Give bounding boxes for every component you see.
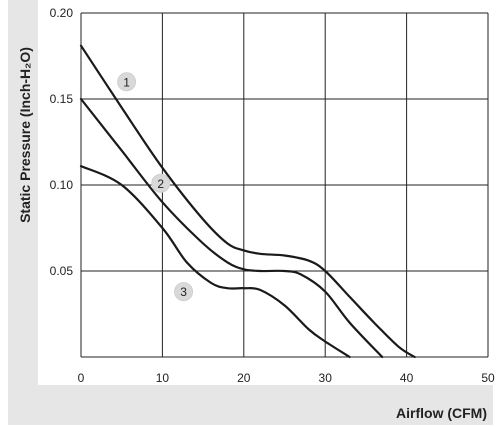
curve-label-circle-2 <box>151 173 171 193</box>
x-tick-label-50: 50 <box>481 371 495 385</box>
x-tick-label-10: 10 <box>156 371 170 385</box>
curve-label-circle-3 <box>174 282 194 302</box>
curve-2 <box>79 97 384 359</box>
y-tick-label-0.05: 0.05 <box>50 264 74 278</box>
x-tick-label-20: 20 <box>237 371 251 385</box>
chart-frame <box>8 0 493 425</box>
x-tick-label-40: 40 <box>400 371 414 385</box>
y-tick-label-0.20: 0.20 <box>50 6 74 20</box>
x-tick-label-0: 0 <box>78 371 85 385</box>
curve-label-1: 1 <box>117 72 137 92</box>
curve-1 <box>79 44 416 359</box>
curve-label-2: 2 <box>151 173 171 193</box>
curve-label-text-3: 3 <box>180 285 187 299</box>
y-tick-label-0.15: 0.15 <box>50 92 74 106</box>
curve-label-3: 3 <box>174 282 194 302</box>
curve-label-text-2: 2 <box>157 177 164 191</box>
curve-label-circle-1 <box>117 72 137 92</box>
y-tick-label-0.10: 0.10 <box>50 178 74 192</box>
curve-label-text-1: 1 <box>123 75 130 89</box>
curve-3 <box>79 165 351 359</box>
x-tick-label-30: 30 <box>319 371 333 385</box>
plot-panel <box>38 0 493 385</box>
y-axis-title: Static Pressure (Inch-H₂O) <box>17 47 33 223</box>
x-axis-title: Airflow (CFM) <box>396 405 487 421</box>
